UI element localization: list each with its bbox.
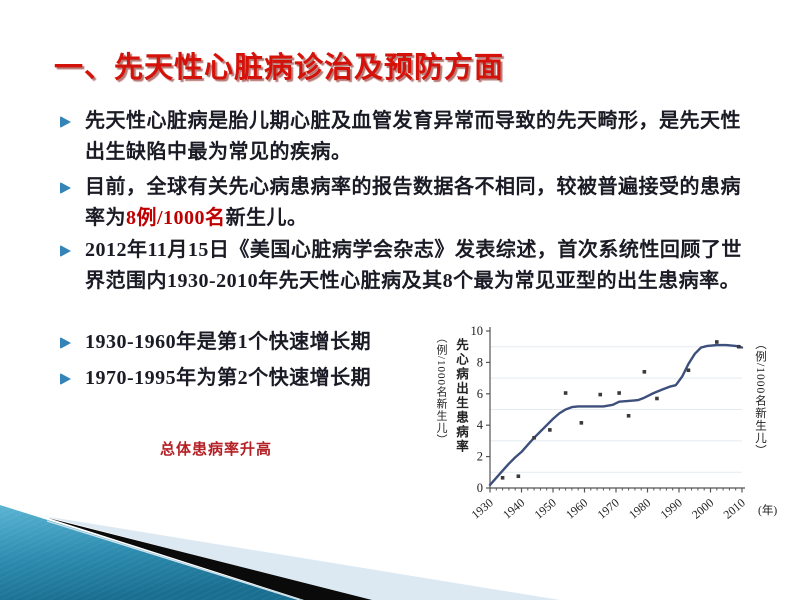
bullet-arrow-icon <box>60 337 71 349</box>
prevalence-chart: 0 2 4 6 8 10 1930 1940 1950 1960 1970 1980 1990 2000 2… <box>430 314 796 536</box>
trend-line <box>488 343 744 487</box>
data-point <box>715 340 719 344</box>
slide-title: 一、先天性心脏病诊治及预防方面 <box>54 52 505 84</box>
bullet-text: 2012年11月15日《美国心脏病学会杂志》发表综述，首次系统性回顾了世界范围内… <box>85 239 742 292</box>
y-tick-label: 10 <box>471 324 484 338</box>
conclusion-note: 总体患病率升高 <box>160 442 273 458</box>
footer-separator-line <box>46 520 301 600</box>
bullet-item-2: 目前，全球有关先心病患病率的报告数据各不相同，较被普遍接受的患病率为8例/100… <box>58 172 752 234</box>
chart-ylabel: 先心病出生患病率 <box>454 338 468 454</box>
bullet-arrow-icon <box>60 116 71 128</box>
data-point <box>655 396 659 401</box>
footer-decoration <box>0 505 560 600</box>
bullet-item-4: 1930-1960年是第1个快速增长期 <box>58 327 752 358</box>
chart-ylabel-unit-right: （例/1000名新生儿） <box>754 338 766 457</box>
bullet-arrow-icon <box>60 373 71 385</box>
bullet-text: 1930-1960年是第1个快速增长期 <box>85 331 372 353</box>
y-tick-label: 4 <box>477 418 484 432</box>
data-point <box>737 344 741 349</box>
data-point <box>548 428 552 432</box>
data-point <box>516 474 521 479</box>
footer-black-stripe <box>48 518 372 600</box>
bullet-text: 1970-1995年为第2个快速增长期 <box>85 367 372 389</box>
data-point <box>617 391 621 395</box>
data-point <box>598 392 603 397</box>
x-axis-unit-label: (年) <box>758 503 777 517</box>
footer-teal-texture <box>0 505 302 600</box>
data-point <box>563 391 568 395</box>
data-point <box>500 475 505 480</box>
scatter-points <box>500 340 741 480</box>
highlighted-rate-value: 8例/1000名 <box>126 207 226 229</box>
data-point <box>532 435 536 440</box>
chart-ylabel-unit-left: （例/1000名新生儿） <box>435 332 447 447</box>
y-tick-label: 0 <box>477 481 483 495</box>
y-tick-label: 2 <box>477 450 483 464</box>
bullet-arrow-icon <box>60 182 71 194</box>
chart-gridlines <box>490 346 742 473</box>
bullet-item-1: 先天性心脏病是胎儿期心脏及血管发育异常而导致的先天畸形，是先天性出生缺陷中最为常… <box>58 106 752 168</box>
footer-pale-wedge <box>44 516 560 600</box>
data-point <box>642 370 647 374</box>
data-point <box>686 368 691 373</box>
data-point <box>579 421 584 425</box>
bullet-text: 目前，全球有关先心病患病率的报告数据各不相同，较被普遍接受的患病率为8例/100… <box>85 176 741 229</box>
y-tick-label: 6 <box>477 387 483 401</box>
bullet-text: 先天性心脏病是胎儿期心脏及血管发育异常而导致的先天畸形，是先天性出生缺陷中最为常… <box>85 110 741 163</box>
bullet-item-3: 2012年11月15日《美国心脏病学会杂志》发表综述，首次系统性回顾了世界范围内… <box>58 235 752 297</box>
bullet-item-5: 1970-1995年为第2个快速增长期 <box>58 363 752 394</box>
y-tick-label: 8 <box>477 355 483 369</box>
bullet-arrow-icon <box>60 245 71 257</box>
data-point <box>626 413 631 418</box>
